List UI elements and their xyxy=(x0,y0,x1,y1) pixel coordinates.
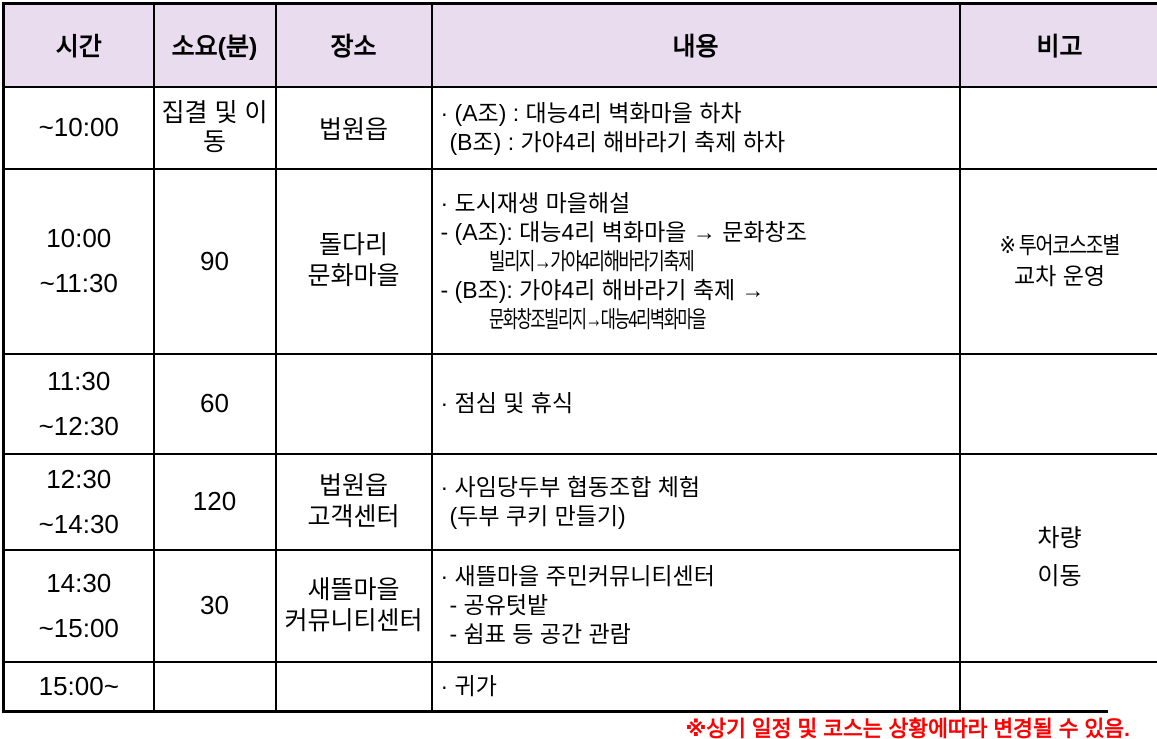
content-line: (두부 쿠키 만들기) xyxy=(449,502,626,529)
cell-time: 10:00 ~11:30 xyxy=(2,167,155,355)
cell-duration: 30 xyxy=(152,548,277,663)
cell-duration-empty xyxy=(152,660,277,713)
content-line: 빌리지→가야4리해바라기축제 xyxy=(488,247,695,274)
cell-duration: 집결 및 이동 xyxy=(152,85,277,170)
place-line: 돌다리 xyxy=(318,231,388,259)
cell-note-empty xyxy=(958,660,1157,713)
cell-time: 14:30 ~15:00 xyxy=(2,548,155,663)
time-line: ~12:30 xyxy=(38,410,119,441)
cell-duration: 60 xyxy=(152,352,277,455)
time-line: 12:30 xyxy=(46,463,112,494)
col-header-time: 시간 xyxy=(2,2,155,88)
content-line: (B조) : 가야4리 해바라기 축제 하차 xyxy=(449,128,786,155)
content-line: · (A조) : 대능4리 벽화마을 하차 xyxy=(440,99,742,126)
cell-note: ※ 투어코스조별 교차 운영 xyxy=(958,167,1157,355)
note-line: 차량 xyxy=(1037,524,1082,552)
time-line: 10:00 xyxy=(46,223,112,253)
schedule-row-lunch: 11:30 ~12:30 60 · 점심 및 휴식 xyxy=(2,352,1157,455)
content-line: · 사임당두부 협동조합 체험 xyxy=(440,473,701,500)
cell-place-empty xyxy=(274,352,433,455)
tour-schedule-table: 시간 소요(분) 장소 내용 비고 ~10:00 집결 및 이동 법원읍 · (… xyxy=(2,2,1157,713)
content-line: - (A조): 대능4리 벽화마을 → 문화창조 xyxy=(440,218,807,245)
content-line: · 새뜰마을 주민커뮤니티센터 xyxy=(440,563,715,589)
place-line: 새뜰마을 xyxy=(307,575,400,604)
cell-note-vehicle-move: 차량 이동 xyxy=(958,452,1157,663)
content-line: · 귀가 xyxy=(440,672,497,699)
cell-note-empty xyxy=(958,352,1157,455)
header-row: 시간 소요(분) 장소 내용 비고 xyxy=(2,2,1157,88)
cell-content: · 새뜰마을 주민커뮤니티센터 - 공유텃밭 - 쉼표 등 공간 관람 xyxy=(430,548,960,663)
cell-place-empty xyxy=(274,660,433,713)
content-line: - (B조): 가야4리 해바라기 축제 → xyxy=(440,276,765,303)
place-line: 고객센터 xyxy=(307,502,400,531)
time-line: ~15:00 xyxy=(38,612,119,643)
time-line: 14:30 xyxy=(46,567,112,598)
cell-time: 11:30 ~12:30 xyxy=(2,352,155,455)
col-header-content: 내용 xyxy=(430,2,961,88)
place-line: 법원읍 xyxy=(318,471,388,500)
schedule-change-footnote: ※상기 일정 및 코스는 상황에따라 변경될 수 있음. xyxy=(685,717,1130,739)
time-line: ~14:30 xyxy=(38,508,119,539)
time-line: ~11:30 xyxy=(39,268,118,298)
cell-content: · 귀가 xyxy=(430,660,961,713)
col-header-duration: 소요(분) xyxy=(152,2,277,88)
cell-time: 15:00~ xyxy=(2,660,155,713)
col-header-place: 장소 xyxy=(274,2,433,88)
note-line: ※ 투어코스조별 xyxy=(999,232,1121,258)
place-line: 커뮤니티센터 xyxy=(284,606,423,635)
cell-content: · 사임당두부 협동조합 체험 (두부 쿠키 만들기) xyxy=(430,452,961,551)
note-line: 이동 xyxy=(1037,562,1082,590)
note-line: 교차 운영 xyxy=(1013,263,1106,289)
schedule-row-return: 15:00~ · 귀가 xyxy=(2,660,1157,713)
cell-duration: 120 xyxy=(152,452,277,551)
cell-note-empty xyxy=(958,85,1157,170)
schedule-row-gathering: ~10:00 집결 및 이동 법원읍 · (A조) : 대능4리 벽화마을 하차… xyxy=(2,85,1157,170)
schedule-row-tofu-experience: 12:30 ~14:30 120 법원읍 고객센터 · 사임당두부 협동조합 체… xyxy=(2,452,1157,663)
cell-content: · 도시재생 마을해설 - (A조): 대능4리 벽화마을 → 문화창조 빌리지… xyxy=(430,167,961,355)
cell-content: · (A조) : 대능4리 벽화마을 하차 (B조) : 가야4리 해바라기 축… xyxy=(430,85,961,170)
cell-place: 새뜰마을 커뮤니티센터 xyxy=(274,548,433,663)
content-line: · 점심 및 휴식 xyxy=(440,390,574,416)
cell-place: 법원읍 xyxy=(274,85,433,170)
cell-time: ~10:00 xyxy=(2,85,155,170)
cell-place: 법원읍 고객센터 xyxy=(274,452,433,551)
time-line: 11:30 xyxy=(47,365,111,396)
schedule-row-village-tour: 10:00 ~11:30 90 돌다리 문화마을 · 도시재생 마을해설 - (… xyxy=(2,167,1157,355)
schedule-row-community-center: 14:30 ~15:00 30 새뜰마을 커뮤니티센터 · 새뜰마을 주민커뮤니… xyxy=(2,548,1157,663)
content-line: 문화창조빌리지→대능4리벽화마을 xyxy=(488,305,706,332)
content-line: - 공유텃밭 xyxy=(449,592,549,618)
content-line: - 쉼표 등 공간 관람 xyxy=(449,621,631,647)
place-line: 문화마을 xyxy=(307,262,400,290)
content-line: · 도시재생 마을해설 xyxy=(440,189,631,216)
table-border-gap xyxy=(1108,704,1157,713)
cell-duration: 90 xyxy=(152,167,277,355)
cell-place: 돌다리 문화마을 xyxy=(274,167,433,355)
cell-content: · 점심 및 휴식 xyxy=(430,352,961,455)
col-header-note: 비고 xyxy=(958,2,1157,88)
cell-time: 12:30 ~14:30 xyxy=(2,452,155,551)
